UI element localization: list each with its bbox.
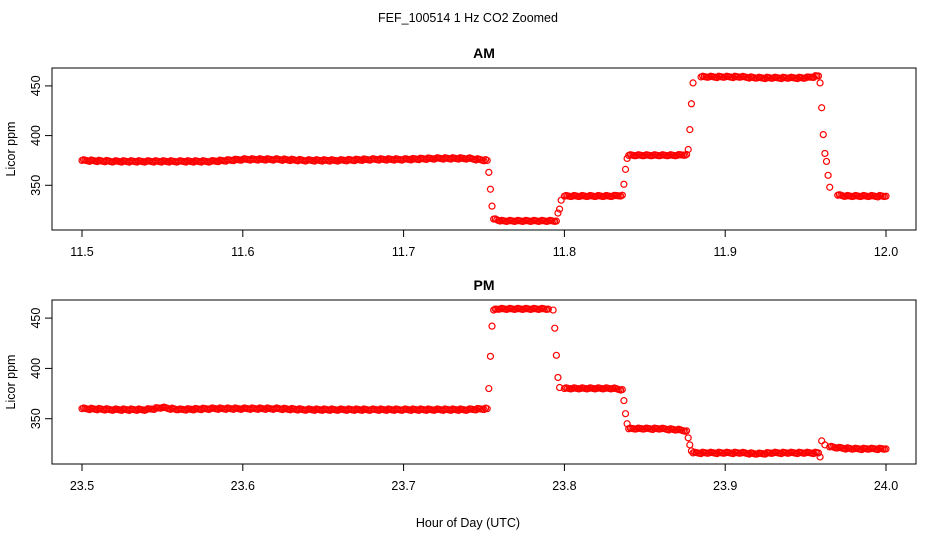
panel-pm-data-point xyxy=(544,305,552,313)
panel-am-data-point xyxy=(486,185,495,193)
panel-am-y-tick-label: 400 xyxy=(29,125,43,146)
panel-am-x-tick-label: 11.5 xyxy=(70,245,93,259)
panel-pm-data-point xyxy=(480,405,488,414)
panel-am-data-point xyxy=(882,192,890,200)
panel-am-data-point xyxy=(557,196,565,204)
panel-pm-data-point xyxy=(684,434,692,442)
panel-pm-x-tick-label: 23.9 xyxy=(713,479,737,493)
panel-am-x-tick-label: 11.9 xyxy=(713,245,736,259)
panel-pm-x-tick-label: 24.0 xyxy=(874,479,898,493)
panel-am-series-points xyxy=(78,72,890,226)
panel-am-title: AM xyxy=(473,45,495,61)
panel-pm-y-tick-label: 450 xyxy=(29,308,43,329)
panel-pm: PM Licor ppm 23.5 23.6 23.7 23.8 23.9 24.0 350 40… xyxy=(4,277,917,493)
panel-pm-data-point xyxy=(618,385,626,394)
panel-am-data-point xyxy=(814,72,823,80)
panel-pm-title: PM xyxy=(474,277,495,293)
panel-pm-data-point xyxy=(687,447,696,455)
panel-am-data-point xyxy=(555,205,564,213)
panel-am-data-point xyxy=(621,165,630,173)
panel-pm-x-tick-label: 23.7 xyxy=(391,479,415,493)
panel-am-data-point xyxy=(819,130,827,139)
panel-pm-data-point xyxy=(621,410,630,418)
panel-am-x-tick-label: 11.6 xyxy=(231,245,254,259)
panel-am-frame xyxy=(51,67,917,231)
panel-am-data-point xyxy=(618,191,626,199)
panel-pm-y-tick-label: 350 xyxy=(29,408,43,429)
panel-pm-data-point xyxy=(554,373,562,382)
panel-pm-y-tick-label: 400 xyxy=(29,358,43,379)
panel-pm-data-point xyxy=(620,397,628,405)
panel-am-data-point xyxy=(684,145,692,154)
panel-pm-data-point xyxy=(552,351,560,359)
figure-x-label: Hour of Day (UTC) xyxy=(416,516,520,530)
panel-am-data-point xyxy=(480,157,488,165)
panel-pm-frame xyxy=(51,299,917,465)
panel-pm-data-point xyxy=(485,384,493,393)
panel-am-data-point xyxy=(822,157,831,166)
panel-pm-data-point xyxy=(549,306,557,314)
panel-am-data-point xyxy=(818,104,826,112)
panel-pm-x-tick-label: 23.5 xyxy=(70,479,94,493)
panel-am: AM Licor ppm 11.5 11.6 11.7 11.8 11.9 12.0 350 40… xyxy=(4,45,917,259)
panel-pm-data-point xyxy=(686,441,694,449)
panel-pm-data-point xyxy=(488,322,496,330)
panel-pm-x-tick-label: 23.8 xyxy=(552,479,576,493)
panel-pm-y-label: Licor ppm xyxy=(4,355,18,410)
panel-am-x-tick-label: 12.0 xyxy=(874,245,898,259)
panel-am-y-label: Licor ppm xyxy=(4,122,18,177)
panel-am-data-point xyxy=(554,209,562,217)
panel-am-data-point xyxy=(826,183,834,191)
panel-pm-data-point xyxy=(683,427,691,435)
panel-am-data-point xyxy=(483,156,491,165)
panel-am-x-tick-label: 11.8 xyxy=(553,245,576,259)
panel-am-data-point xyxy=(552,217,560,225)
panel-am-data-point xyxy=(824,171,832,179)
panel-am-data-point xyxy=(485,168,493,176)
figure-title: FEF_100514 1 Hz CO2 Zoomed xyxy=(378,11,558,25)
panel-am-data-point xyxy=(488,202,496,210)
panel-pm-data-point xyxy=(483,405,491,413)
panel-pm-data-point xyxy=(486,352,495,360)
panel-pm-data-point xyxy=(810,450,818,458)
panel-pm-data-point xyxy=(816,453,824,461)
panel-am-y-tick-label: 350 xyxy=(29,175,43,196)
panel-am-data-point xyxy=(689,79,697,87)
panel-pm-x-tick-label: 23.6 xyxy=(231,479,255,493)
panel-pm-data-point xyxy=(551,324,559,332)
panel-pm-data-point xyxy=(814,449,823,457)
panel-am-data-point xyxy=(816,79,824,87)
panel-pm-data-point xyxy=(882,445,890,453)
panel-pm-series-points xyxy=(78,304,890,461)
panel-am-data-point xyxy=(620,180,628,188)
panel-am-data-point xyxy=(686,126,694,134)
panel-pm-data-point xyxy=(818,437,826,445)
panel-am-y-tick-label: 450 xyxy=(29,75,43,96)
panel-am-x-tick-label: 11.7 xyxy=(392,245,415,259)
panel-am-data-point xyxy=(821,149,829,158)
panel-am-data-point xyxy=(687,100,696,108)
